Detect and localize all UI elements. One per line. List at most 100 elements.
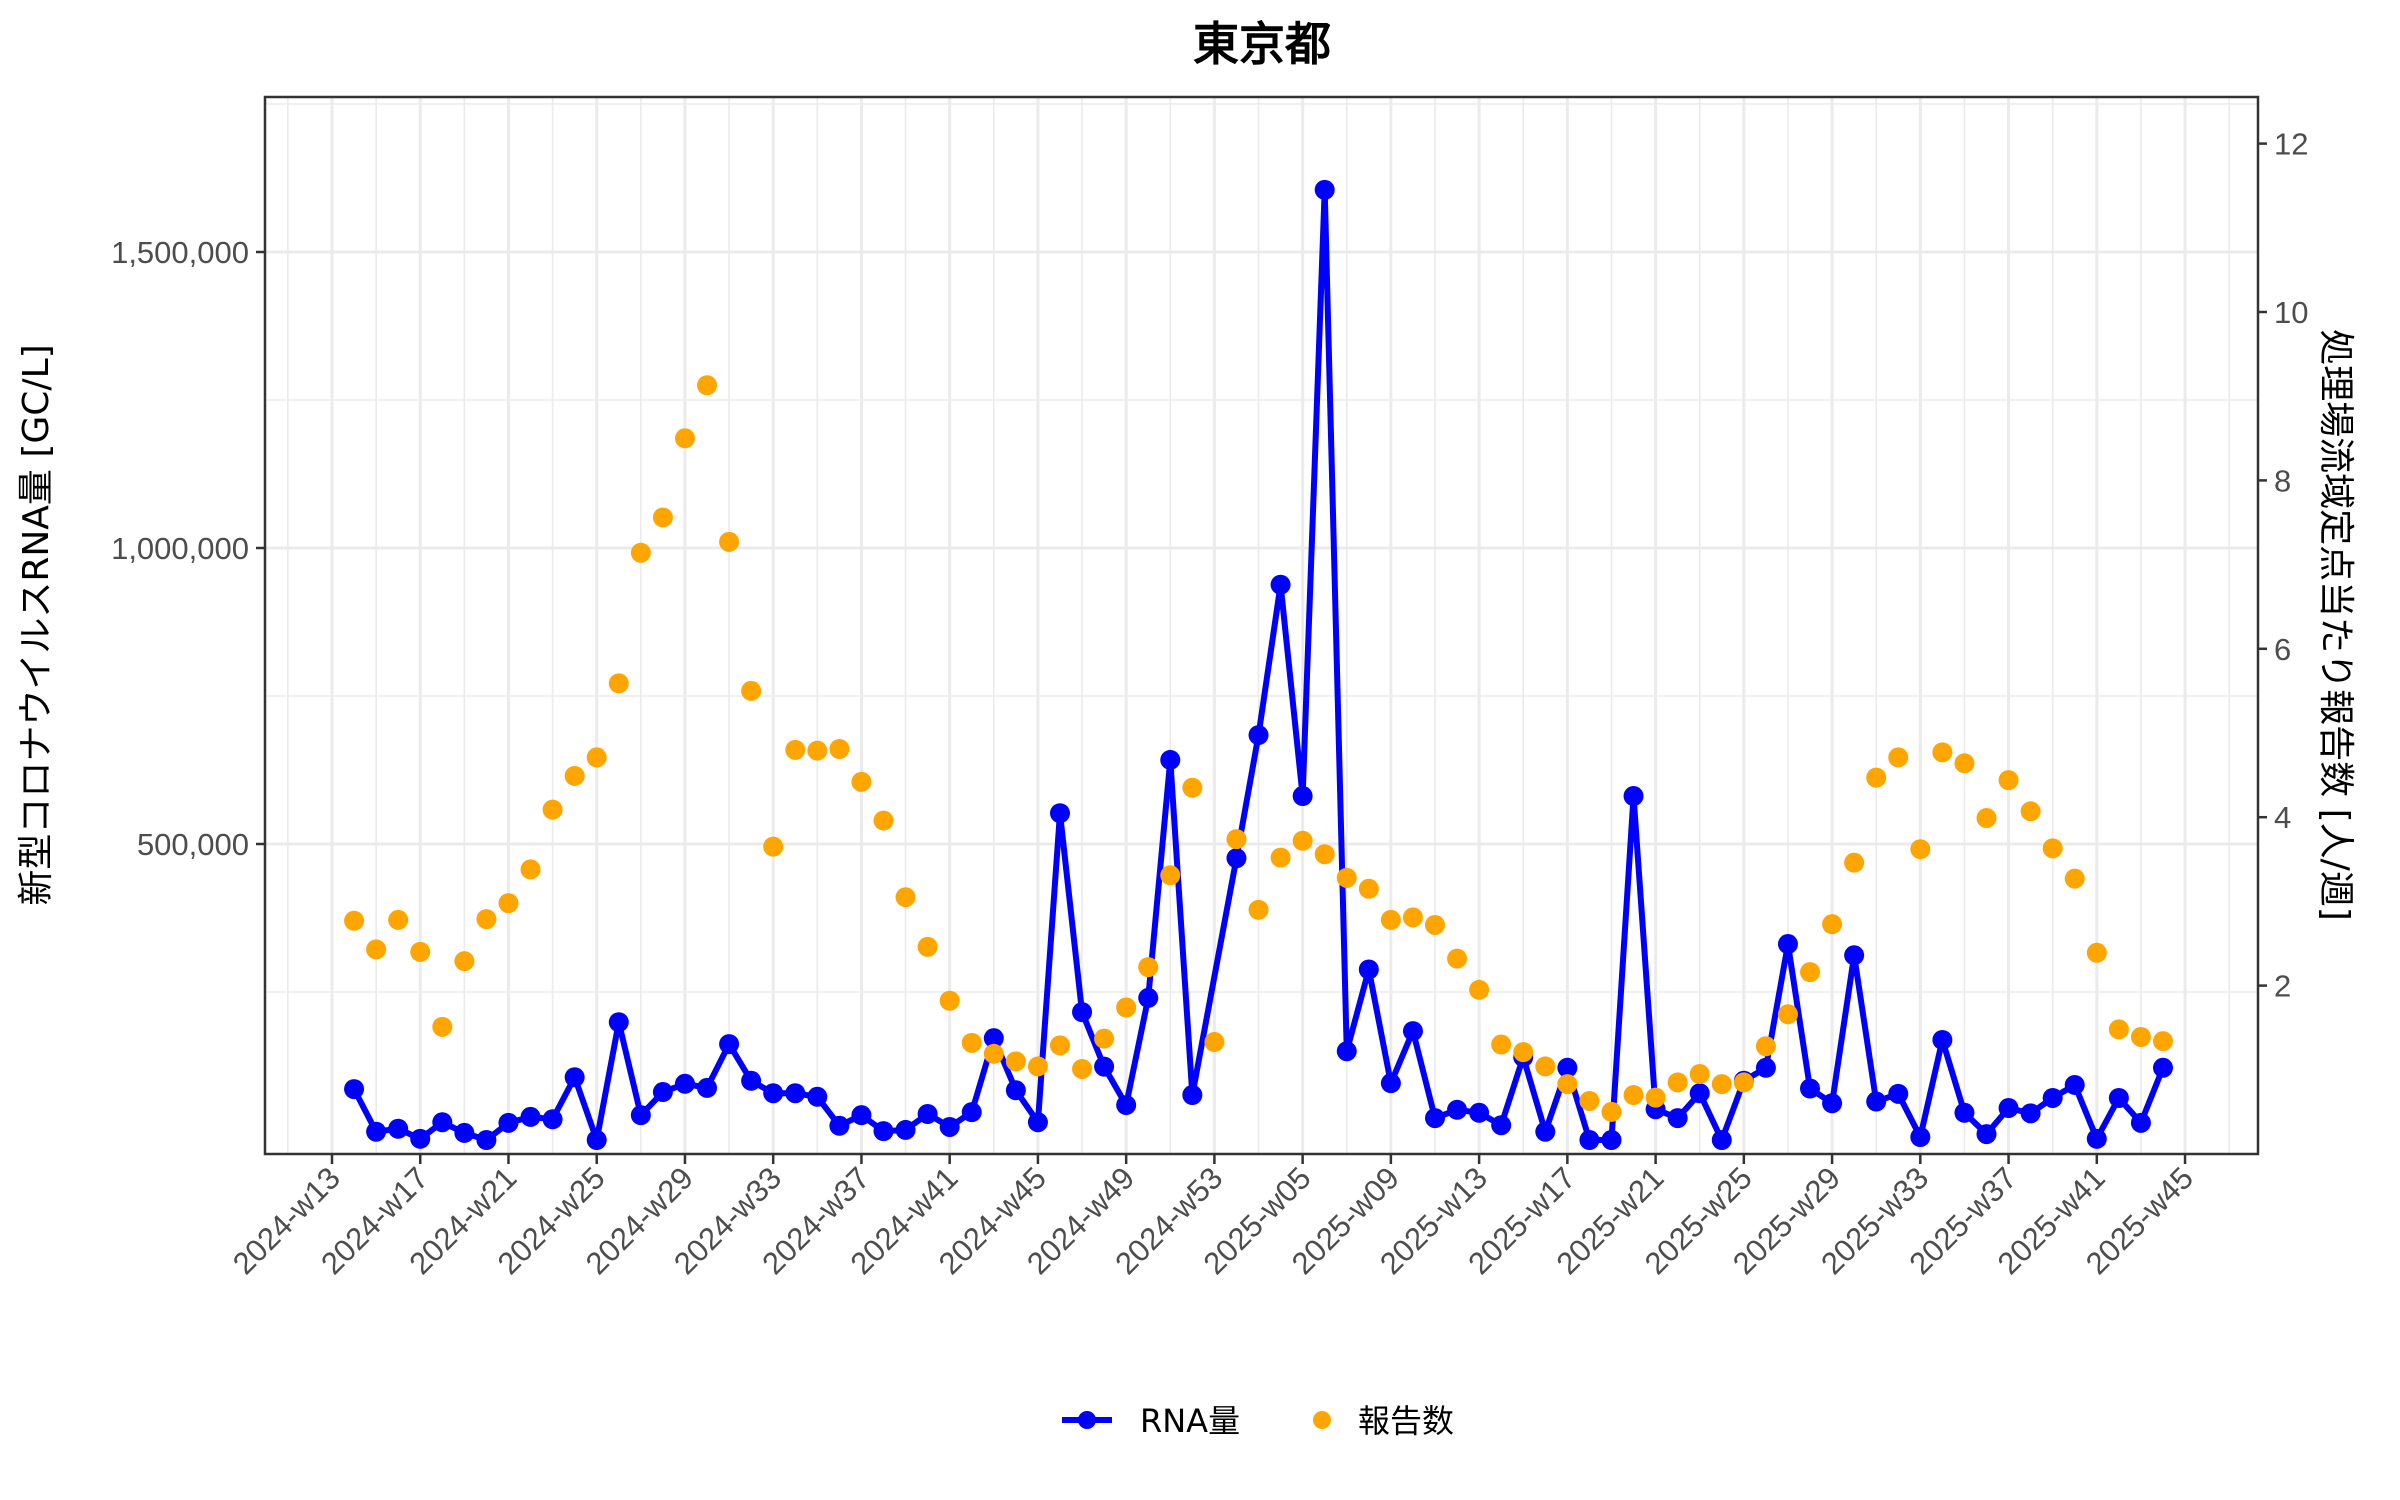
report-data-point xyxy=(1601,1101,1622,1122)
right-axis-tick-label: 12 xyxy=(2274,127,2308,162)
report-data-point xyxy=(1689,1064,1710,1085)
rna-data-point xyxy=(1248,725,1269,746)
rna-data-point xyxy=(1292,786,1313,807)
report-data-point xyxy=(1667,1072,1688,1093)
rna-data-point xyxy=(630,1105,651,1126)
report-data-point xyxy=(741,680,762,701)
rna-data-point xyxy=(410,1128,431,1149)
report-data-point xyxy=(1204,1032,1225,1053)
rna-data-point xyxy=(1579,1130,1600,1150)
rna-data-point xyxy=(1800,1078,1821,1099)
report-data-point xyxy=(1535,1056,1556,1077)
rna-data-point xyxy=(1623,786,1644,807)
rna-data-point xyxy=(1711,1130,1732,1150)
report-data-point xyxy=(1402,907,1423,928)
report-data-point xyxy=(520,859,541,880)
rna-data-point xyxy=(829,1115,850,1136)
report-data-point xyxy=(1248,899,1269,920)
rna-data-point xyxy=(344,1079,365,1100)
report-data-point xyxy=(1623,1085,1644,1106)
report-data-point xyxy=(1733,1072,1754,1093)
rna-data-point xyxy=(2130,1112,2151,1133)
report-data-point xyxy=(1358,878,1379,899)
legend-item-rna: RNA量 xyxy=(1062,1402,1240,1440)
report-data-point xyxy=(697,375,718,396)
report-data-point xyxy=(1049,1035,1070,1056)
report-data-point xyxy=(895,887,916,908)
report-data-point xyxy=(1645,1087,1666,1108)
left-axis-tick-label: 1,500,000 xyxy=(111,235,249,270)
report-data-point xyxy=(388,909,409,930)
report-data-point xyxy=(2020,801,2041,822)
report-data-point xyxy=(1579,1090,1600,1111)
report-data-point xyxy=(1800,962,1821,983)
report-data-point xyxy=(630,542,651,563)
report-data-point xyxy=(1932,742,1953,763)
rna-data-point xyxy=(1226,848,1247,869)
rna-data-point xyxy=(1998,1098,2019,1119)
rna-data-point xyxy=(1755,1057,1776,1078)
rna-data-point xyxy=(476,1130,497,1150)
rna-data-point xyxy=(961,1102,982,1123)
rna-data-point xyxy=(1976,1124,1997,1145)
report-data-point xyxy=(1005,1051,1026,1072)
rna-data-point xyxy=(1469,1102,1490,1123)
report-data-point xyxy=(1469,979,1490,1000)
rna-data-point xyxy=(873,1121,894,1142)
report-data-point xyxy=(1998,770,2019,791)
rna-data-point xyxy=(1447,1099,1468,1120)
rna-data-point xyxy=(851,1105,872,1126)
rna-data-point xyxy=(719,1034,740,1055)
rna-data-point xyxy=(2020,1103,2041,1124)
report-data-point xyxy=(1138,957,1159,978)
report-data-point xyxy=(608,673,629,694)
report-data-point xyxy=(1822,914,1843,935)
rna-data-point xyxy=(939,1116,960,1137)
rna-data-point xyxy=(983,1028,1004,1049)
report-data-point xyxy=(1094,1028,1115,1049)
rna-data-point xyxy=(1844,945,1865,966)
rna-data-point xyxy=(1601,1130,1622,1150)
report-data-point xyxy=(1513,1042,1534,1063)
report-data-point xyxy=(829,738,850,759)
rna-data-point xyxy=(1535,1121,1556,1142)
right-axis-tick-label: 10 xyxy=(2274,295,2308,330)
rna-data-point xyxy=(1822,1093,1843,1114)
report-data-point xyxy=(1888,747,1909,768)
report-data-point xyxy=(1954,753,1975,774)
rna-data-point xyxy=(785,1083,806,1104)
rna-data-point xyxy=(1380,1073,1401,1094)
rna-data-point xyxy=(697,1077,718,1098)
report-data-point xyxy=(1491,1034,1512,1055)
rna-data-point xyxy=(542,1109,563,1130)
report-data-point xyxy=(652,507,673,528)
plot-panel xyxy=(265,97,2258,1154)
rna-data-point xyxy=(1777,934,1798,955)
left-axis-tick-label: 500,000 xyxy=(137,827,249,862)
right-axis-title: 処理場流域定点当たり報告数 [人/週] xyxy=(2315,329,2356,921)
plot-frame xyxy=(263,95,2260,1156)
rna-data-point xyxy=(1160,749,1181,770)
panel-background xyxy=(265,97,2258,1154)
rna-data-point xyxy=(1402,1021,1423,1042)
rna-data-point xyxy=(1866,1091,1887,1112)
report-data-point xyxy=(961,1032,982,1053)
report-data-point xyxy=(454,951,475,972)
rna-data-point xyxy=(2064,1074,2085,1095)
rna-data-point xyxy=(1094,1056,1115,1077)
rna-data-point xyxy=(520,1106,541,1127)
report-data-point xyxy=(476,909,497,930)
report-data-point xyxy=(2086,942,2107,963)
legend-report-point-icon xyxy=(1313,1411,1331,1429)
rna-data-point xyxy=(388,1118,409,1139)
report-data-point xyxy=(1866,767,1887,788)
report-data-point xyxy=(1182,777,1203,798)
right-axis-tick-label: 4 xyxy=(2274,800,2291,835)
report-data-point xyxy=(1557,1074,1578,1095)
report-data-point xyxy=(2152,1031,2173,1052)
report-data-point xyxy=(2108,1019,2129,1040)
rna-data-point xyxy=(741,1070,762,1091)
rna-data-point xyxy=(586,1130,607,1150)
x-axis: 2024-w132024-w172024-w212024-w252024-w29… xyxy=(226,1154,2200,1281)
